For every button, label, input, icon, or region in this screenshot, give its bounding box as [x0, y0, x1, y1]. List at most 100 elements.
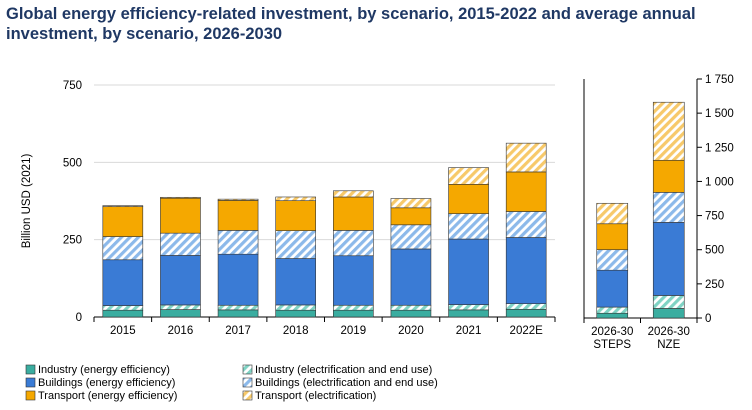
x-tick-label: 2026-30 [591, 326, 633, 338]
bar-segment [218, 199, 258, 200]
y-axis-label: Billion USD (2021) [21, 154, 33, 249]
bar-segment [103, 206, 143, 207]
bar-segment [103, 237, 143, 260]
bar-segment [160, 198, 200, 233]
bar-segment [391, 199, 431, 208]
legend-swatch [26, 365, 35, 374]
bar-segment [333, 197, 373, 230]
bar-segment [276, 197, 316, 201]
bar-segment [653, 192, 684, 222]
bar-segment [160, 233, 200, 255]
x-tick-label: 2015 [110, 325, 136, 337]
bar-segment [653, 308, 684, 318]
legend-label: Transport (energy efficiency) [38, 390, 177, 402]
bar-segment [653, 160, 684, 192]
legend-label: Industry (electrification and end use) [255, 364, 432, 376]
bar-segment [653, 295, 684, 308]
bar-segment [597, 313, 628, 318]
y-tick-label: 0 [705, 313, 711, 325]
y-tick-label: 1 000 [705, 176, 734, 188]
bar-segment [653, 102, 684, 160]
bar-segment [506, 304, 546, 310]
bar-segment [449, 305, 489, 310]
legend-swatch [243, 365, 252, 374]
bar-segment [597, 203, 628, 223]
bar-segment [160, 310, 200, 317]
bar-segment [218, 310, 258, 317]
bar-segment [391, 225, 431, 249]
x-tick-label: 2020 [398, 325, 424, 337]
bar-segment [333, 256, 373, 305]
bar-segment [506, 143, 546, 172]
x-tick-label: NZE [657, 339, 680, 351]
bar-segment [276, 259, 316, 305]
legend-label: Transport (electrification) [255, 390, 376, 402]
bar-segment [276, 305, 316, 310]
x-tick-label: 2018 [283, 325, 309, 337]
y-tick-label: 1 500 [705, 108, 734, 120]
x-tick-label: 2019 [341, 325, 367, 337]
bar-segment [449, 214, 489, 239]
bar-segment [449, 310, 489, 317]
bar-segment [391, 305, 431, 310]
legend: Industry (energy efficiency) Industry (el… [26, 364, 438, 402]
bar-segment [391, 249, 431, 305]
bar-segment [506, 238, 546, 304]
legend-swatch [243, 378, 252, 387]
legend-swatch [26, 378, 35, 387]
legend-label: Buildings (electrification and end use) [255, 377, 438, 389]
bar-segment [103, 207, 143, 237]
bar-segment [103, 260, 143, 306]
legend-swatch [243, 391, 252, 400]
x-tick-label: STEPS [593, 339, 631, 351]
left-panel: 0 250 500 750 2015 2016 2017 2018 2019 2020 2021 20… [21, 80, 555, 337]
legend-swatch [26, 391, 35, 400]
y-tick-label: 1 250 [705, 142, 734, 154]
y-tick-label: 250 [63, 235, 82, 247]
y-tick-label: 500 [705, 245, 724, 257]
bar-segment [276, 231, 316, 259]
bar-segment [276, 201, 316, 231]
x-tick-label: 2017 [225, 325, 251, 337]
x-tick-label: 2026-30 [648, 326, 690, 338]
bar-segment [506, 309, 546, 317]
bar-segment [103, 310, 143, 317]
y-tick-label: 0 [76, 312, 82, 324]
bar-segment [391, 208, 431, 225]
bar-segment [160, 305, 200, 310]
y-tick-label: 500 [63, 157, 82, 169]
legend-label: Buildings (energy efficiency) [38, 377, 175, 389]
bar-segment [597, 307, 628, 313]
bar-segment [160, 197, 200, 198]
y-tick-label: 1 750 [705, 74, 734, 86]
bar-segment [333, 305, 373, 310]
x-tick-label: 2022E [510, 325, 544, 337]
bar-segment [506, 212, 546, 238]
bar-segment [597, 270, 628, 307]
bar-segment [103, 306, 143, 311]
x-tick-label: 2016 [168, 325, 194, 337]
y-tick-label: 250 [705, 279, 724, 291]
bar-segment [333, 310, 373, 317]
bar-segment [449, 184, 489, 213]
bar-segment [449, 168, 489, 185]
bar-segment [333, 230, 373, 255]
bar-segment [160, 255, 200, 304]
y-tick-label: 750 [705, 211, 724, 223]
bar-segment [333, 191, 373, 197]
bar-segment [218, 305, 258, 310]
bar-segment [218, 200, 258, 230]
bar-segment [218, 230, 258, 254]
bar-segment [597, 250, 628, 270]
bar-segment [449, 239, 489, 305]
bar-segment [391, 310, 431, 317]
bar-segment [653, 222, 684, 295]
bar-segment [276, 310, 316, 317]
y-tick-label: 750 [63, 80, 82, 92]
chart-canvas: 0 250 500 750 2015 2016 2017 2018 2019 2020 2021 20… [0, 0, 752, 410]
legend-label: Industry (energy efficiency) [38, 364, 170, 376]
bar-segment [597, 224, 628, 250]
bar-segment [218, 254, 258, 305]
x-tick-label: 2021 [456, 325, 482, 337]
